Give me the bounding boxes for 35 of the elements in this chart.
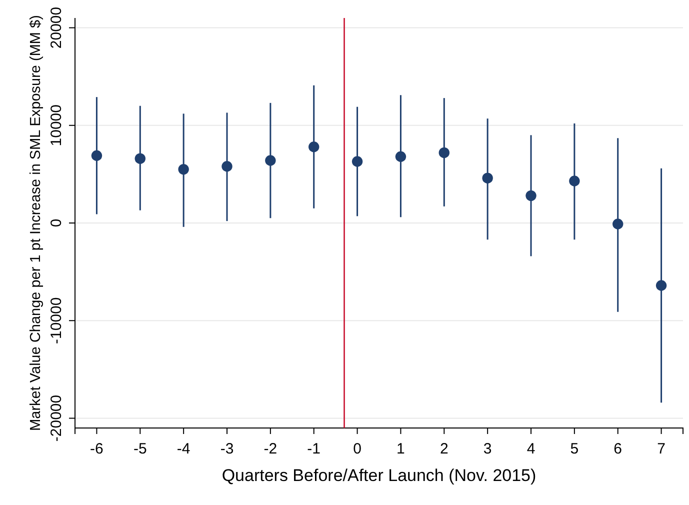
x-tick-label: -6 [90, 440, 104, 458]
x-tick-label: 1 [396, 440, 405, 458]
x-tick-label: 6 [614, 440, 622, 458]
x-tick-label: -3 [220, 440, 234, 458]
point [526, 190, 536, 202]
y-axis-title: Market Value Change per 1 pt Increase in SML Exposure (MM $) [28, 15, 44, 431]
x-tick-label: -1 [307, 440, 321, 458]
y-tick-label: 10000 [48, 104, 65, 146]
point [438, 147, 450, 158]
x-axis-title: Quarters Before/After Launch (Nov. 2015) [222, 466, 536, 485]
point [482, 172, 493, 184]
x-tick-label: 7 [657, 440, 666, 458]
point [222, 161, 232, 172]
x-tick-label: -4 [176, 440, 190, 458]
point [395, 151, 406, 162]
y-tick-label: 0 [48, 218, 65, 228]
point [612, 218, 624, 230]
point [134, 153, 146, 164]
point [569, 176, 580, 186]
x-tick-label: 5 [570, 440, 579, 458]
x-tick-label: 3 [483, 440, 492, 458]
y-tick-label: -20000 [48, 394, 65, 442]
y-tick-label: -10000 [48, 297, 65, 344]
x-tick-label: 2 [440, 440, 448, 458]
point [308, 142, 320, 152]
x-tick-label: 4 [526, 440, 536, 458]
point [265, 155, 276, 166]
x-tick-label: -5 [133, 440, 147, 458]
x-tick-label: -2 [264, 440, 278, 458]
point [656, 280, 667, 291]
point [178, 164, 189, 175]
point [91, 150, 102, 161]
point [352, 156, 363, 167]
x-tick-label: 0 [353, 440, 362, 458]
y-tick-label: 20000 [48, 6, 65, 49]
